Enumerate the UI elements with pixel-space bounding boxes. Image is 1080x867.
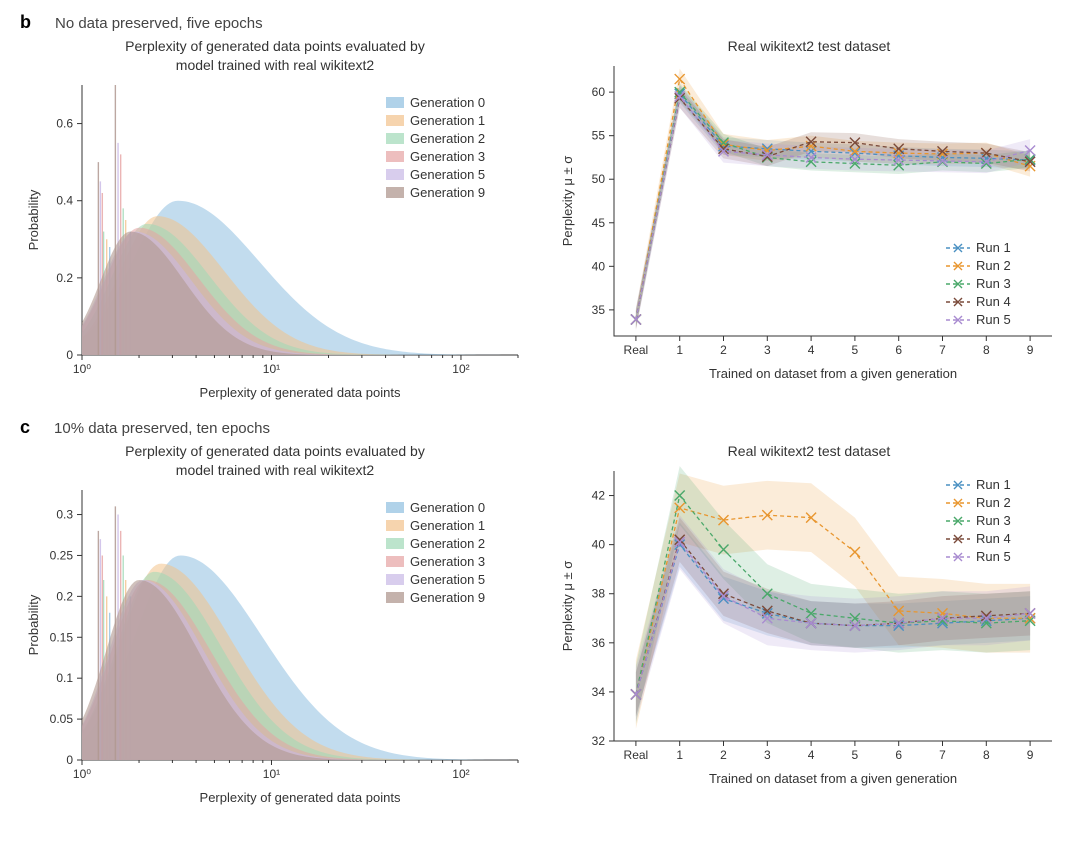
svg-text:Generation 1: Generation 1 — [410, 113, 485, 128]
svg-text:2: 2 — [720, 343, 727, 357]
svg-text:38: 38 — [592, 586, 606, 600]
panel-c-subtitle: 10% data preserved, ten epochs — [54, 420, 270, 437]
svg-text:40: 40 — [592, 259, 606, 273]
svg-text:Perplexity μ ± σ: Perplexity μ ± σ — [560, 156, 575, 247]
panel-b-hist-title: Perplexity of generated data points eval… — [125, 37, 425, 75]
svg-text:Run 5: Run 5 — [976, 549, 1011, 564]
svg-text:5: 5 — [852, 343, 859, 357]
svg-text:34: 34 — [592, 685, 606, 699]
svg-text:Trained on dataset from a give: Trained on dataset from a given generati… — [709, 771, 957, 786]
svg-text:32: 32 — [592, 734, 606, 748]
svg-text:40: 40 — [592, 537, 606, 551]
svg-text:Generation 3: Generation 3 — [410, 149, 485, 164]
svg-text:Generation 2: Generation 2 — [410, 536, 485, 551]
svg-text:0.4: 0.4 — [56, 193, 73, 207]
svg-text:Trained on dataset from a give: Trained on dataset from a given generati… — [709, 366, 957, 381]
svg-text:Run 3: Run 3 — [976, 513, 1011, 528]
svg-text:2: 2 — [720, 748, 727, 762]
svg-text:5: 5 — [852, 748, 859, 762]
svg-text:Generation 0: Generation 0 — [410, 95, 485, 110]
svg-text:Perplexity of generated data p: Perplexity of generated data points — [200, 790, 401, 805]
svg-text:Run 4: Run 4 — [976, 531, 1011, 546]
svg-text:1: 1 — [676, 748, 683, 762]
svg-text:10²: 10² — [452, 767, 469, 781]
svg-text:Generation 2: Generation 2 — [410, 131, 485, 146]
linechart-c-svg: 323436384042Real123456789Trained on data… — [554, 463, 1064, 793]
svg-text:4: 4 — [808, 343, 815, 357]
svg-text:3: 3 — [764, 748, 771, 762]
svg-text:0.1: 0.1 — [56, 671, 73, 685]
svg-text:Run 3: Run 3 — [976, 276, 1011, 291]
svg-text:Run 5: Run 5 — [976, 312, 1011, 327]
svg-text:0.05: 0.05 — [50, 712, 74, 726]
svg-text:45: 45 — [592, 216, 606, 230]
svg-text:Generation 5: Generation 5 — [410, 167, 485, 182]
panel-b-linechart: Real wikitext2 test dataset 354045505560… — [554, 37, 1064, 388]
panel-b: b No data preserved, five epochs Perplex… — [20, 12, 1060, 407]
svg-text:35: 35 — [592, 303, 606, 317]
panel-c: c 10% data preserved, ten epochs Perplex… — [20, 417, 1060, 812]
svg-text:10¹: 10¹ — [263, 767, 280, 781]
svg-text:Perplexity of generated data p: Perplexity of generated data points — [200, 385, 401, 400]
panel-b-subtitle: No data preserved, five epochs — [55, 15, 263, 32]
linechart-b-svg: 354045505560Real123456789Trained on data… — [554, 58, 1064, 388]
svg-text:Probability: Probability — [26, 594, 41, 655]
panel-c-line-title: Real wikitext2 test dataset — [728, 442, 891, 461]
panel-b-header: b No data preserved, five epochs — [20, 12, 1060, 33]
svg-text:0.15: 0.15 — [50, 630, 74, 644]
svg-text:8: 8 — [983, 343, 990, 357]
svg-text:6: 6 — [895, 343, 902, 357]
svg-text:36: 36 — [592, 635, 606, 649]
svg-text:Generation 0: Generation 0 — [410, 500, 485, 515]
svg-text:55: 55 — [592, 129, 606, 143]
svg-text:Real: Real — [624, 343, 649, 357]
svg-text:Real: Real — [624, 748, 649, 762]
svg-text:4: 4 — [808, 748, 815, 762]
panel-c-header: c 10% data preserved, ten epochs — [20, 417, 1060, 438]
svg-text:Generation 9: Generation 9 — [410, 185, 485, 200]
svg-text:0.2: 0.2 — [56, 271, 73, 285]
svg-text:7: 7 — [939, 343, 946, 357]
svg-text:42: 42 — [592, 488, 606, 502]
svg-text:9: 9 — [1027, 343, 1034, 357]
svg-text:Probability: Probability — [26, 189, 41, 250]
svg-text:0: 0 — [66, 348, 73, 362]
svg-text:10⁰: 10⁰ — [73, 767, 91, 781]
svg-text:0.2: 0.2 — [56, 589, 73, 603]
svg-text:9: 9 — [1027, 748, 1034, 762]
svg-text:Run 1: Run 1 — [976, 477, 1011, 492]
histogram-c-svg: 0 0.05 0.1 0.15 0.2 0.25 0.3 10⁰ 10¹ 10² Perplexit… — [20, 482, 530, 812]
svg-text:Run 1: Run 1 — [976, 240, 1011, 255]
panel-c-hist-title: Perplexity of generated data points eval… — [125, 442, 425, 480]
svg-text:Generation 1: Generation 1 — [410, 518, 485, 533]
panel-c-histogram: Perplexity of generated data points eval… — [20, 442, 530, 812]
svg-text:6: 6 — [895, 748, 902, 762]
svg-text:Run 2: Run 2 — [976, 258, 1011, 273]
svg-text:50: 50 — [592, 172, 606, 186]
svg-text:Run 4: Run 4 — [976, 294, 1011, 309]
panel-c-label: c — [20, 417, 30, 438]
svg-text:7: 7 — [939, 748, 946, 762]
svg-text:60: 60 — [592, 85, 606, 99]
svg-text:10²: 10² — [452, 362, 469, 376]
svg-text:Generation 5: Generation 5 — [410, 572, 485, 587]
panel-c-linechart: Real wikitext2 test dataset 323436384042… — [554, 442, 1064, 793]
svg-text:10¹: 10¹ — [263, 362, 280, 376]
svg-text:0.3: 0.3 — [56, 507, 73, 521]
svg-text:0.6: 0.6 — [56, 116, 73, 130]
svg-text:1: 1 — [676, 343, 683, 357]
svg-text:0.25: 0.25 — [50, 548, 74, 562]
svg-text:Generation 9: Generation 9 — [410, 590, 485, 605]
panel-b-line-title: Real wikitext2 test dataset — [728, 37, 891, 56]
svg-text:Perplexity μ ± σ: Perplexity μ ± σ — [560, 560, 575, 651]
svg-text:Generation 3: Generation 3 — [410, 554, 485, 569]
panel-b-label: b — [20, 12, 31, 33]
svg-text:8: 8 — [983, 748, 990, 762]
svg-text:Run 2: Run 2 — [976, 495, 1011, 510]
histogram-b-svg: 0 0.2 0.4 0.6 10⁰ 10¹ 10² Perplexity of generat… — [20, 77, 530, 407]
svg-text:0: 0 — [66, 753, 73, 767]
svg-text:3: 3 — [764, 343, 771, 357]
panel-b-histogram: Perplexity of generated data points eval… — [20, 37, 530, 407]
svg-text:10⁰: 10⁰ — [73, 362, 91, 376]
